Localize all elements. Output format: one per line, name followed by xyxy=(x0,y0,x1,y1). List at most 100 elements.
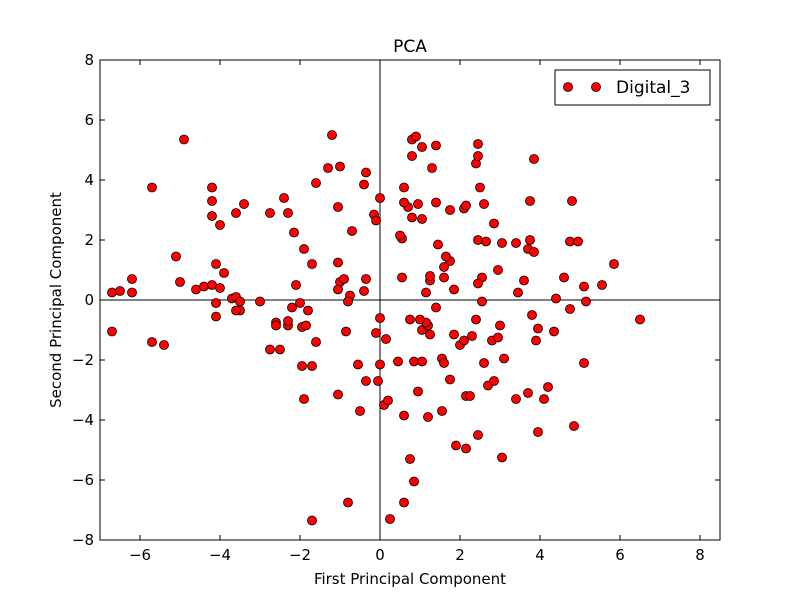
x-axis-label: First Principal Component xyxy=(314,570,506,588)
data-point xyxy=(159,340,169,350)
data-point xyxy=(533,427,543,437)
data-point xyxy=(333,257,343,268)
data-point xyxy=(171,251,181,262)
data-point xyxy=(333,389,343,400)
data-point xyxy=(359,286,369,296)
data-point xyxy=(413,386,423,397)
data-point xyxy=(359,179,369,190)
data-point xyxy=(431,140,441,151)
data-point xyxy=(239,199,249,209)
data-point xyxy=(407,151,417,161)
data-point xyxy=(539,394,549,404)
data-point xyxy=(533,323,543,334)
data-point xyxy=(399,410,409,421)
data-point xyxy=(283,316,293,326)
data-point xyxy=(335,161,345,172)
data-point xyxy=(473,139,483,149)
x-tick-label: −6 xyxy=(129,546,151,564)
data-point xyxy=(477,296,487,307)
data-point xyxy=(219,268,229,278)
data-point xyxy=(481,236,491,247)
plot-frame xyxy=(99,59,721,541)
data-point xyxy=(529,154,539,164)
data-point xyxy=(475,182,485,193)
data-point xyxy=(431,302,441,313)
data-point xyxy=(445,205,455,215)
data-point xyxy=(307,361,317,371)
data-point xyxy=(127,287,137,298)
data-point xyxy=(199,281,209,292)
chart-title: PCA xyxy=(393,37,427,57)
data-point xyxy=(431,197,441,208)
data-point xyxy=(381,334,391,344)
data-point xyxy=(295,298,305,308)
data-point xyxy=(497,452,507,463)
data-point xyxy=(565,304,575,314)
data-point xyxy=(415,314,425,325)
data-point xyxy=(215,283,225,293)
data-point xyxy=(375,193,385,203)
data-point xyxy=(147,182,157,193)
data-point xyxy=(461,443,471,454)
data-point xyxy=(207,211,217,221)
data-point xyxy=(383,395,393,406)
data-point xyxy=(461,200,471,211)
data-point xyxy=(347,226,357,236)
data-point xyxy=(107,326,117,337)
legend-marker-left xyxy=(563,82,573,92)
data-point xyxy=(303,305,313,316)
data-point xyxy=(361,274,371,284)
data-point xyxy=(283,208,293,218)
data-point xyxy=(265,344,275,355)
data-point xyxy=(275,344,285,355)
y-tick-label: 4 xyxy=(84,171,94,189)
y-tick-label: 0 xyxy=(84,291,94,309)
data-point xyxy=(499,353,509,364)
data-point xyxy=(405,314,415,325)
data-point xyxy=(207,196,217,206)
data-point xyxy=(493,332,503,343)
data-point xyxy=(523,388,533,398)
data-point xyxy=(211,259,221,269)
data-point xyxy=(371,215,381,226)
y-tick-label: −4 xyxy=(72,411,94,429)
data-point xyxy=(439,358,449,368)
data-point xyxy=(301,320,311,331)
data-point xyxy=(441,251,451,262)
plot-area: −6 −4 −2 0 2 4 6 8 −8 −6 −4 −2 0 2 4 6 8 xyxy=(72,51,721,564)
data-point xyxy=(399,497,409,508)
data-point xyxy=(551,293,561,304)
data-point xyxy=(609,259,619,269)
data-point xyxy=(323,163,333,173)
data-point xyxy=(581,296,591,307)
data-point xyxy=(299,394,309,404)
data-point xyxy=(433,239,443,250)
data-point xyxy=(529,247,539,257)
data-point xyxy=(231,208,241,218)
data-point xyxy=(635,314,645,325)
data-point xyxy=(307,515,317,526)
x-tick-label: 4 xyxy=(535,546,545,564)
data-point xyxy=(413,199,423,209)
data-point xyxy=(573,236,583,247)
data-point xyxy=(375,359,385,370)
data-point xyxy=(417,356,427,367)
data-point xyxy=(567,196,577,206)
data-point xyxy=(437,406,447,416)
data-point xyxy=(399,182,409,193)
data-point xyxy=(543,382,553,392)
data-point xyxy=(373,376,383,386)
data-point xyxy=(397,272,407,283)
data-point xyxy=(489,376,499,386)
data-point xyxy=(255,296,265,307)
x-tick-label: −4 xyxy=(209,546,231,564)
data-point xyxy=(299,244,309,254)
data-point xyxy=(525,196,535,206)
data-point xyxy=(371,328,381,338)
data-point xyxy=(307,259,317,269)
data-point xyxy=(385,514,395,524)
data-point xyxy=(439,262,449,272)
data-point xyxy=(333,202,343,212)
